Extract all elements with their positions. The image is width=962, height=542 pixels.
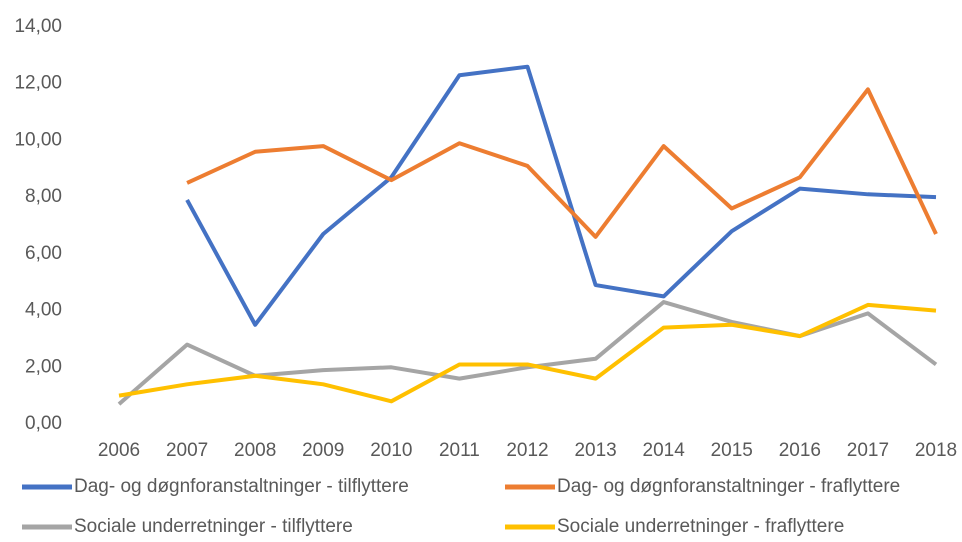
x-tick-label: 2009 <box>302 440 344 461</box>
legend-label: Dag- og døgnforanstaltninger - fraflytte… <box>557 476 900 497</box>
legend-label: Dag- og døgnforanstaltninger - tilflytte… <box>74 476 409 497</box>
line-series <box>186 87 938 239</box>
x-tick-label: 2007 <box>166 440 208 461</box>
x-tick-label: 2006 <box>98 440 140 461</box>
y-tick-label: 6,00 <box>25 243 62 264</box>
y-tick-label: 12,00 <box>14 73 62 94</box>
x-tick-label: 2018 <box>915 440 957 461</box>
legend-label: Sociale underretninger - tilflyttere <box>74 516 353 537</box>
y-tick-label: 2,00 <box>25 356 62 377</box>
x-tick-label: 2011 <box>439 440 480 461</box>
x-tick-label: 2015 <box>711 440 753 461</box>
x-tick-label: 2014 <box>643 440 686 461</box>
line-series <box>185 64 937 327</box>
x-tick-label: 2010 <box>370 440 412 461</box>
x-tick-label: 2017 <box>847 440 889 461</box>
x-tick-label: 2008 <box>234 440 276 461</box>
y-tick-label: 14,00 <box>14 16 62 37</box>
y-tick-label: 0,00 <box>25 413 62 434</box>
line-series <box>118 302 937 404</box>
x-tick-label: 2013 <box>574 440 616 461</box>
y-tick-label: 10,00 <box>14 129 62 150</box>
y-tick-label: 4,00 <box>25 300 62 321</box>
legend-label: Sociale underretninger - fraflyttere <box>557 516 844 537</box>
line-series <box>117 300 938 406</box>
y-tick-label: 8,00 <box>25 186 62 207</box>
x-tick-label: 2016 <box>779 440 821 461</box>
x-tick-label: 2012 <box>506 440 548 461</box>
